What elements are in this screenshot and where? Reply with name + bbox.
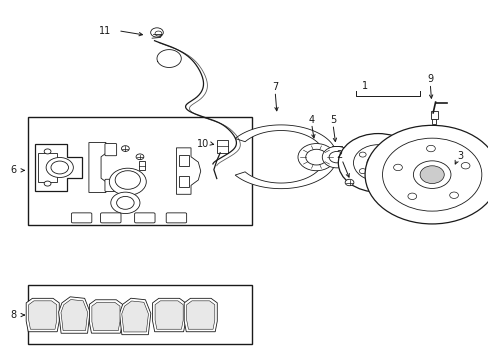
- Polygon shape: [29, 301, 57, 329]
- Bar: [139, 161, 145, 170]
- Text: 9: 9: [427, 74, 432, 84]
- Circle shape: [115, 171, 140, 189]
- Circle shape: [359, 152, 366, 157]
- FancyBboxPatch shape: [71, 213, 92, 223]
- Bar: [179, 155, 188, 166]
- Circle shape: [359, 168, 366, 174]
- Polygon shape: [176, 148, 201, 194]
- Circle shape: [365, 125, 488, 224]
- Text: 11: 11: [99, 26, 111, 36]
- Text: 7: 7: [271, 82, 278, 92]
- Bar: [38, 153, 57, 182]
- Text: 6: 6: [11, 165, 17, 175]
- Circle shape: [449, 192, 458, 198]
- Text: 8: 8: [11, 310, 17, 320]
- Circle shape: [139, 319, 143, 323]
- FancyBboxPatch shape: [105, 144, 116, 156]
- Polygon shape: [59, 297, 90, 333]
- Text: 5: 5: [329, 115, 335, 125]
- Polygon shape: [186, 301, 214, 329]
- Circle shape: [371, 158, 384, 167]
- Circle shape: [111, 192, 140, 213]
- Circle shape: [305, 149, 326, 165]
- Polygon shape: [89, 143, 106, 193]
- Polygon shape: [122, 301, 148, 332]
- Circle shape: [44, 181, 51, 186]
- Polygon shape: [35, 144, 81, 191]
- Polygon shape: [61, 300, 87, 330]
- Circle shape: [328, 152, 344, 163]
- Polygon shape: [89, 300, 122, 333]
- Circle shape: [121, 146, 129, 152]
- Bar: [431, 118, 435, 123]
- Circle shape: [155, 31, 162, 36]
- Polygon shape: [184, 298, 217, 332]
- Circle shape: [382, 138, 481, 211]
- Circle shape: [78, 318, 82, 321]
- Circle shape: [116, 197, 134, 209]
- Polygon shape: [152, 298, 185, 332]
- Circle shape: [380, 174, 386, 179]
- Circle shape: [110, 319, 114, 323]
- Circle shape: [109, 168, 146, 195]
- Bar: [216, 140, 228, 153]
- Polygon shape: [155, 301, 183, 329]
- Circle shape: [393, 164, 402, 171]
- Polygon shape: [92, 302, 120, 330]
- Circle shape: [47, 318, 51, 321]
- Text: 2: 2: [336, 150, 342, 160]
- Circle shape: [419, 166, 444, 184]
- Circle shape: [426, 145, 434, 152]
- Circle shape: [173, 318, 177, 321]
- Circle shape: [297, 144, 334, 171]
- Circle shape: [51, 161, 68, 174]
- Circle shape: [136, 154, 143, 159]
- FancyBboxPatch shape: [105, 179, 116, 192]
- Circle shape: [322, 147, 351, 168]
- Text: 3: 3: [456, 151, 462, 161]
- Polygon shape: [235, 125, 336, 189]
- Circle shape: [407, 193, 416, 199]
- Circle shape: [412, 161, 450, 188]
- Circle shape: [46, 157, 73, 177]
- Circle shape: [380, 147, 386, 152]
- Text: 4: 4: [308, 115, 314, 125]
- Circle shape: [460, 162, 469, 169]
- Bar: [28, 285, 251, 344]
- Text: 1: 1: [361, 81, 367, 91]
- Text: 10: 10: [197, 139, 209, 149]
- Bar: [28, 117, 251, 225]
- Circle shape: [204, 318, 208, 321]
- Polygon shape: [26, 298, 59, 332]
- Circle shape: [353, 145, 402, 181]
- Bar: [430, 111, 437, 119]
- FancyBboxPatch shape: [134, 213, 155, 223]
- Circle shape: [345, 179, 353, 186]
- Bar: [179, 176, 188, 187]
- Circle shape: [150, 28, 163, 37]
- Polygon shape: [119, 298, 150, 335]
- FancyBboxPatch shape: [101, 213, 121, 223]
- Circle shape: [338, 134, 417, 192]
- Circle shape: [393, 160, 400, 165]
- Circle shape: [44, 149, 51, 154]
- Circle shape: [366, 155, 388, 171]
- FancyBboxPatch shape: [166, 213, 186, 223]
